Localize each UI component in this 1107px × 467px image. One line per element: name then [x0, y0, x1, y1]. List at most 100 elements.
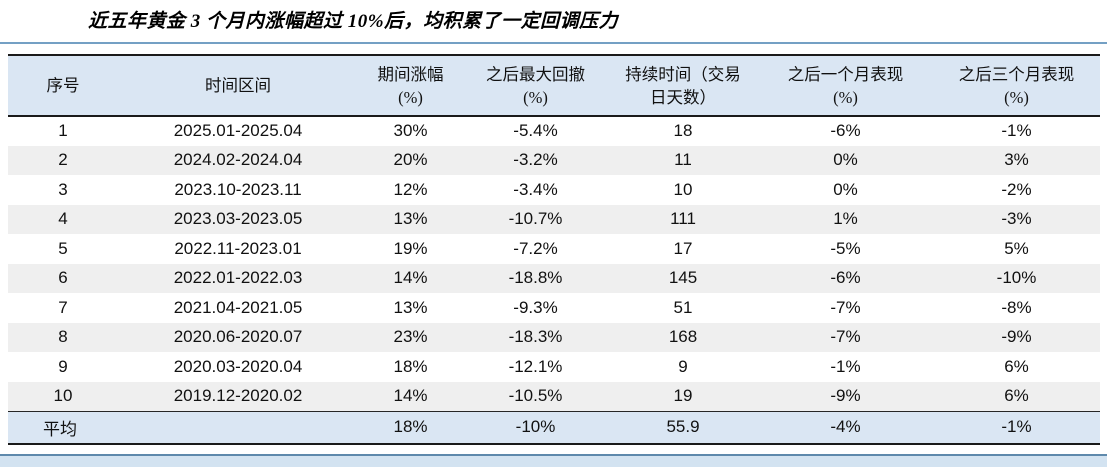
cell-gain: 14%: [393, 268, 428, 288]
header-one-month: 之后一个月表现 (%): [787, 64, 904, 107]
cell-seq: 6: [58, 268, 68, 288]
figure-title: 近五年黄金 3 个月内涨幅超过 10%后，均积累了一定回调压力: [88, 11, 619, 32]
summary-period: [118, 411, 358, 444]
cell-period: 2021.04-2021.05: [173, 297, 303, 317]
cell-three-month: -1%: [1001, 121, 1032, 141]
cell-drawdown: -5.4%: [513, 121, 558, 141]
cell-seq: 5: [58, 238, 68, 258]
cell-gain: 12%: [393, 179, 428, 199]
cell-seq: 2: [58, 150, 68, 170]
summary-duration: 55.9: [666, 417, 700, 437]
cell-period: 2025.01-2025.04: [173, 121, 303, 141]
table-row: 5 2022.11-2023.01 19% -7.2% 17 -5% 5%: [8, 234, 1100, 264]
table-row: 10 2019.12-2020.02 14% -10.5% 19 -9% 6%: [8, 381, 1100, 411]
title-underline: [0, 42, 1107, 44]
cell-seq: 10: [53, 386, 73, 405]
cell-drawdown: -9.3%: [513, 297, 558, 317]
cell-one-month: 0%: [833, 179, 858, 199]
cell-duration: 19: [673, 386, 693, 405]
cell-gain: 13%: [393, 297, 428, 317]
cell-duration: 17: [673, 238, 693, 258]
header-period: 时间区间: [205, 76, 271, 95]
gold-pullback-table: 序号 时间区间 期间涨幅 (%) 之后最大回撤 (%) 持续时间（交易 日天数） 之后…: [8, 54, 1100, 445]
cell-duration: 9: [678, 356, 688, 376]
cell-seq: 4: [58, 209, 68, 229]
cell-three-month: -10%: [996, 268, 1037, 288]
cell-drawdown: -18.3%: [508, 327, 563, 347]
summary-label: 平均: [43, 419, 77, 439]
cell-period: 2022.01-2022.03: [173, 268, 303, 288]
summary-three-month: -1%: [1001, 417, 1032, 437]
header-seq: 序号: [46, 76, 80, 95]
cell-period: 2020.06-2020.07: [173, 327, 303, 347]
cell-period: 2022.11-2023.01: [174, 238, 302, 258]
cell-gain: 14%: [393, 386, 428, 405]
table-header-row: 序号 时间区间 期间涨幅 (%) 之后最大回撤 (%) 持续时间（交易 日天数） 之后…: [8, 55, 1100, 116]
cell-seq: 7: [58, 297, 68, 317]
cell-three-month: 3%: [1004, 150, 1029, 170]
cell-seq: 1: [58, 121, 68, 141]
cell-duration: 18: [673, 121, 693, 141]
cell-gain: 19%: [393, 238, 428, 258]
summary-gain: 18%: [393, 417, 428, 437]
cell-one-month: -6%: [830, 268, 861, 288]
cell-drawdown: -3.4%: [513, 179, 558, 199]
table-row: 1 2025.01-2025.04 30% -5.4% 18 -6% -1%: [8, 116, 1100, 146]
table-row: 6 2022.01-2022.03 14% -18.8% 145 -6% -10…: [8, 263, 1100, 293]
cell-one-month: 1%: [833, 209, 858, 229]
cell-drawdown: -10.7%: [508, 209, 563, 229]
cell-seq: 8: [58, 327, 68, 347]
bottom-divider-band: [0, 454, 1107, 467]
table-row: 3 2023.10-2023.11 12% -3.4% 10 0% -2%: [8, 175, 1100, 205]
cell-gain: 30%: [393, 121, 428, 141]
cell-duration: 11: [674, 150, 692, 170]
cell-one-month: -7%: [830, 327, 861, 347]
cell-one-month: -9%: [830, 386, 861, 405]
cell-three-month: -9%: [1001, 327, 1032, 347]
cell-gain: 13%: [393, 209, 428, 229]
cell-drawdown: -3.2%: [513, 150, 558, 170]
cell-gain: 18%: [393, 356, 428, 376]
cell-three-month: 6%: [1004, 356, 1029, 376]
cell-drawdown: -7.2%: [513, 238, 558, 258]
header-three-month: 之后三个月表现 (%): [958, 64, 1075, 107]
header-duration: 持续时间（交易 日天数）: [625, 64, 741, 107]
cell-one-month: -7%: [830, 297, 861, 317]
cell-period: 2023.03-2023.05: [173, 209, 303, 229]
cell-drawdown: -12.1%: [508, 356, 563, 376]
cell-gain: 23%: [393, 327, 428, 347]
cell-one-month: -6%: [830, 121, 861, 141]
cell-three-month: -8%: [1001, 297, 1032, 317]
cell-duration: 111: [670, 209, 696, 229]
cell-three-month: -3%: [1001, 209, 1032, 229]
cell-one-month: 0%: [833, 150, 858, 170]
cell-seq: 3: [58, 179, 68, 199]
cell-period: 2024.02-2024.04: [173, 150, 303, 170]
cell-duration: 145: [668, 268, 698, 288]
cell-duration: 51: [673, 297, 693, 317]
summary-row: 平均 18% -10% 55.9 -4% -1%: [8, 411, 1100, 444]
table-row: 2 2024.02-2024.04 20% -3.2% 11 0% 3%: [8, 145, 1100, 175]
cell-period: 2020.03-2020.04: [173, 356, 303, 376]
cell-gain: 20%: [393, 150, 428, 170]
table-row: 9 2020.03-2020.04 18% -12.1% 9 -1% 6%: [8, 352, 1100, 382]
table-row: 4 2023.03-2023.05 13% -10.7% 111 1% -3%: [8, 204, 1100, 234]
cell-period: 2019.12-2020.02: [173, 386, 303, 405]
cell-duration: 10: [673, 179, 693, 199]
cell-drawdown: -10.5%: [508, 386, 563, 405]
table-row: 7 2021.04-2021.05 13% -9.3% 51 -7% -8%: [8, 293, 1100, 323]
cell-drawdown: -18.8%: [508, 268, 563, 288]
cell-three-month: 5%: [1004, 238, 1029, 258]
cell-period: 2023.10-2023.11: [174, 179, 302, 199]
cell-seq: 9: [58, 356, 68, 376]
cell-one-month: -5%: [830, 238, 861, 258]
header-gain: 期间涨幅 (%): [377, 64, 444, 107]
summary-one-month: -4%: [830, 417, 861, 437]
cell-one-month: -1%: [830, 356, 861, 376]
cell-duration: 168: [668, 327, 698, 347]
cell-three-month: -2%: [1001, 179, 1032, 199]
header-drawdown: 之后最大回撤 (%): [486, 64, 585, 107]
summary-drawdown: -10%: [515, 417, 556, 437]
cell-three-month: 6%: [1004, 386, 1029, 405]
